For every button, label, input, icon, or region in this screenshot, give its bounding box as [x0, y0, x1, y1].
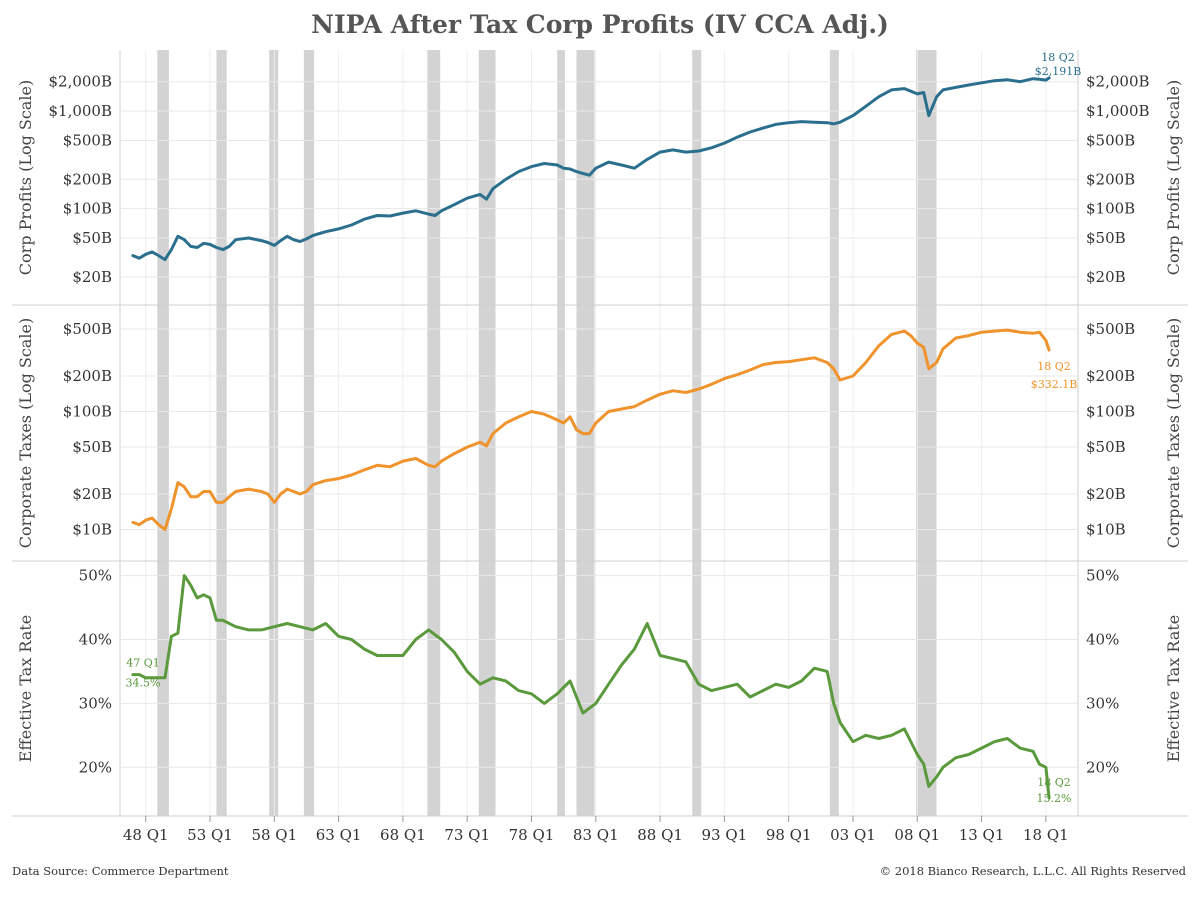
profits-y-tick-left-4: $500B	[63, 131, 112, 149]
profits-y-tick-left-2: $100B	[63, 200, 112, 218]
rate-end-annotation-period: 18 Q2	[1037, 776, 1071, 789]
taxes-end-annotation-period: 18 Q2	[1037, 360, 1071, 373]
x-tick-label-14: 18 Q1	[1023, 826, 1069, 844]
rate-y-tick-right-2: 40%	[1086, 630, 1119, 648]
x-tick-label-11: 03 Q1	[830, 826, 876, 844]
taxes-series-line	[131, 328, 1051, 532]
recession-band-3	[303, 50, 315, 816]
x-tick-label-5: 73 Q1	[444, 826, 490, 844]
profits-y-tick-right-2: $100B	[1086, 200, 1135, 218]
rate-start-annotation-value: 34.5%	[126, 677, 161, 690]
recession-band-1	[216, 50, 227, 816]
chart-title: NIPA After Tax Corp Profits (IV CCA Adj.…	[311, 10, 889, 39]
taxes-y-tick-left-2: $50B	[72, 438, 112, 456]
profits-end-annotation-value: $2,191B	[1035, 65, 1082, 78]
rate-y-tick-left-3: 50%	[79, 567, 112, 585]
profits-end-annotation-period: 18 Q2	[1041, 51, 1075, 64]
copyright-note: © 2018 Bianco Research, L.L.C. All Right…	[879, 864, 1186, 878]
taxes-y-tick-right-1: $20B	[1086, 485, 1126, 503]
taxes-y-tick-right-4: $200B	[1086, 367, 1135, 385]
profits-y-tick-right-3: $200B	[1086, 170, 1135, 188]
taxes-y-tick-left-5: $500B	[63, 320, 112, 338]
profits-y-tick-left-0: $20B	[72, 268, 112, 286]
rate-y-axis-label-left: Effective Tax Rate	[16, 615, 35, 763]
x-tick-label-9: 93 Q1	[702, 826, 748, 844]
x-tick-label-3: 63 Q1	[316, 826, 362, 844]
taxes-y-axis-label-left: Corporate Taxes (Log Scale)	[16, 318, 35, 548]
x-tick-label-4: 68 Q1	[380, 826, 426, 844]
data-source-note: Data Source: Commerce Department	[12, 864, 229, 878]
taxes-end-annotation-value: $332.1B	[1031, 378, 1078, 391]
rate-series-line	[131, 574, 1051, 800]
profits-series-line	[131, 76, 1051, 262]
rate-y-tick-left-0: 20%	[79, 758, 112, 776]
x-tick-label-8: 88 Q1	[637, 826, 683, 844]
taxes-y-tick-left-1: $20B	[72, 485, 112, 503]
taxes-y-tick-left-3: $100B	[63, 403, 112, 421]
recession-band-10	[915, 50, 937, 816]
profits-y-tick-left-3: $200B	[63, 170, 112, 188]
taxes-y-tick-right-2: $50B	[1086, 438, 1126, 456]
profits-y-tick-right-5: $1,000B	[1086, 102, 1150, 120]
rate-start-annotation-period: 47 Q1	[126, 657, 160, 670]
recession-band-5	[478, 50, 496, 816]
profits-y-tick-right-0: $20B	[1086, 268, 1126, 286]
x-tick-label-12: 08 Q1	[894, 826, 940, 844]
recession-band-0	[157, 50, 169, 816]
rate-y-tick-right-3: 50%	[1086, 567, 1119, 585]
recession-band-2	[269, 50, 279, 816]
profits-y-tick-left-5: $1,000B	[48, 102, 112, 120]
x-tick-label-7: 83 Q1	[573, 826, 619, 844]
taxes-y-axis-label-right: Corporate Taxes (Log Scale)	[1164, 318, 1183, 548]
recession-band-8	[692, 50, 702, 816]
profits-y-tick-right-4: $500B	[1086, 131, 1135, 149]
x-tick-label-13: 13 Q1	[959, 826, 1005, 844]
recession-band-9	[829, 50, 839, 816]
x-tick-label-0: 48 Q1	[123, 826, 169, 844]
recession-band-6	[557, 50, 565, 816]
rate-y-tick-left-2: 40%	[79, 630, 112, 648]
x-tick-label-2: 58 Q1	[251, 826, 297, 844]
rate-end-annotation-value: 15.2%	[1037, 792, 1072, 805]
profits-y-tick-left-6: $2,000B	[48, 73, 112, 91]
recession-band-4	[427, 50, 441, 816]
taxes-y-tick-right-5: $500B	[1086, 320, 1135, 338]
x-tick-label-1: 53 Q1	[187, 826, 233, 844]
x-tick-label-6: 78 Q1	[509, 826, 555, 844]
taxes-y-tick-right-0: $10B	[1086, 521, 1126, 539]
profits-y-tick-right-6: $2,000B	[1086, 73, 1150, 91]
rate-y-tick-right-0: 20%	[1086, 758, 1119, 776]
rate-y-tick-left-1: 30%	[79, 694, 112, 712]
rate-y-tick-right-1: 30%	[1086, 694, 1119, 712]
profits-y-axis-label-left: Corp Profits (Log Scale)	[16, 80, 35, 275]
taxes-y-tick-left-4: $200B	[63, 367, 112, 385]
rate-y-axis-label-right: Effective Tax Rate	[1164, 615, 1183, 763]
taxes-y-tick-right-3: $100B	[1086, 403, 1135, 421]
profits-y-tick-left-1: $50B	[72, 229, 112, 247]
taxes-y-tick-left-0: $10B	[72, 521, 112, 539]
profits-y-tick-right-1: $50B	[1086, 229, 1126, 247]
profits-y-axis-label-right: Corp Profits (Log Scale)	[1164, 80, 1183, 275]
x-tick-label-10: 98 Q1	[766, 826, 812, 844]
